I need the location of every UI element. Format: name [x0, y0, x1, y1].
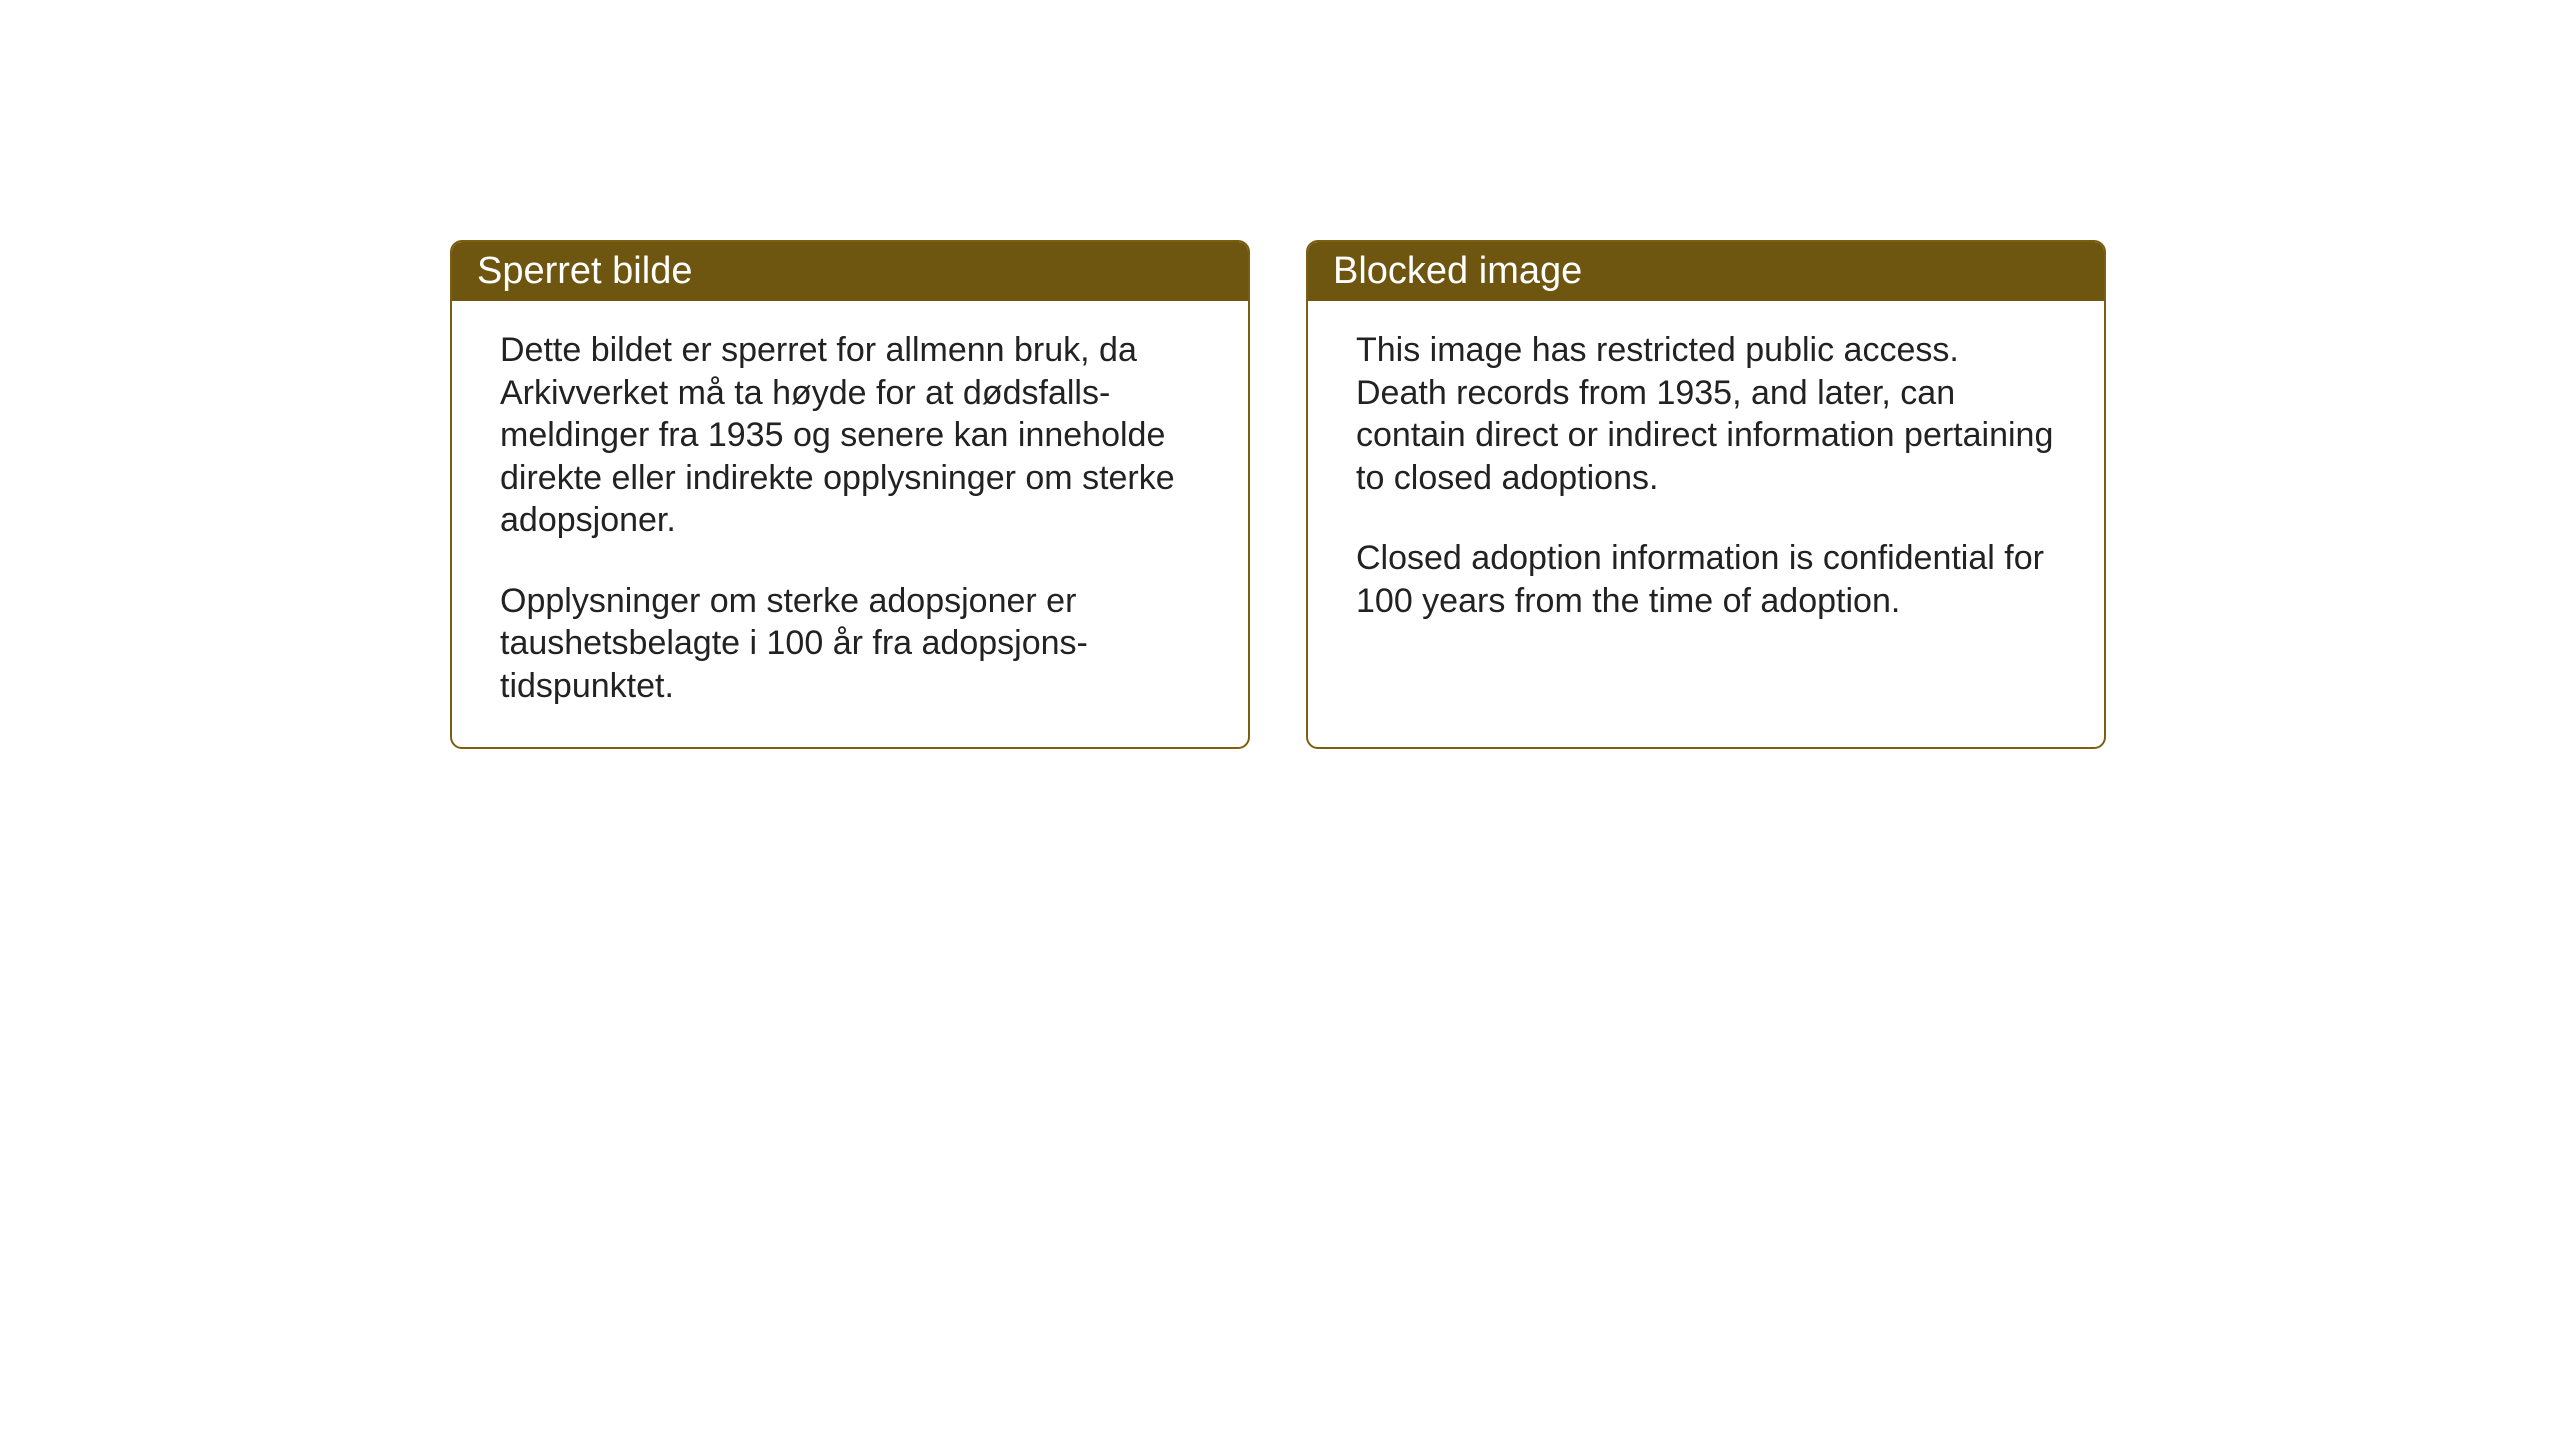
- card-english-paragraph-1: This image has restricted public access.…: [1356, 329, 2056, 499]
- card-norwegian: Sperret bilde Dette bildet er sperret fo…: [450, 240, 1250, 749]
- card-english-header: Blocked image: [1308, 242, 2104, 301]
- card-norwegian-body: Dette bildet er sperret for allmenn bruk…: [452, 301, 1248, 747]
- card-norwegian-paragraph-2: Opplysninger om sterke adopsjoner er tau…: [500, 580, 1200, 708]
- card-norwegian-title: Sperret bilde: [477, 250, 692, 292]
- card-english-paragraph-2: Closed adoption information is confident…: [1356, 537, 2056, 622]
- card-norwegian-paragraph-1: Dette bildet er sperret for allmenn bruk…: [500, 329, 1200, 542]
- card-english: Blocked image This image has restricted …: [1306, 240, 2106, 749]
- card-english-title: Blocked image: [1333, 250, 1582, 292]
- card-english-body: This image has restricted public access.…: [1308, 301, 2104, 662]
- notice-container: Sperret bilde Dette bildet er sperret fo…: [450, 240, 2106, 749]
- card-norwegian-header: Sperret bilde: [452, 242, 1248, 301]
